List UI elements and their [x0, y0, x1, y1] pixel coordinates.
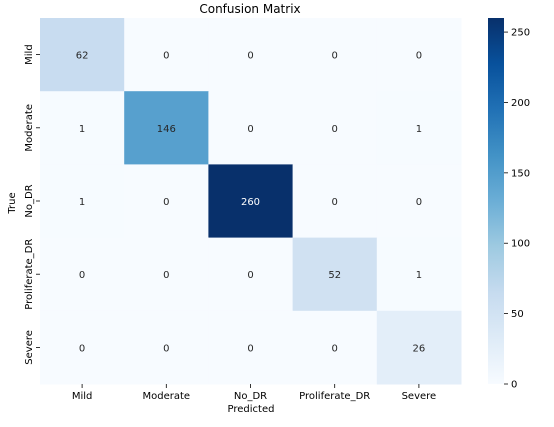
cell-value-r2-c2: 260 — [241, 197, 260, 208]
y-tick-label-3: Proliferate_DR — [24, 239, 35, 310]
colorbar-tick-label-4: 200 — [511, 98, 530, 109]
heatmap-cell-r3-c0 — [40, 237, 125, 312]
cell-value-r4-c3: 0 — [332, 343, 338, 354]
colorbar-tick-label-2: 100 — [511, 239, 530, 250]
heatmap-cell-r1-c3 — [292, 91, 378, 165]
heatmap-cell-r3-c2 — [208, 237, 294, 312]
heatmap-cell-r4-c4 — [376, 310, 462, 385]
heatmap-cell-r2-c2 — [208, 164, 294, 239]
heatmap-annotations: 62 0 0 0 0 1 146 0 0 1 1 0 260 0 0 0 0 0 52 1 0 0 0 0 26 — [76, 51, 426, 355]
y-tick-label-4: Severe — [24, 330, 35, 365]
heatmap-cell-r1-c2 — [208, 91, 294, 165]
cell-value-r2-c1: 0 — [163, 197, 169, 208]
cell-value-r4-c4: 26 — [413, 343, 426, 354]
y-tick-label-0: Mild — [24, 44, 35, 65]
cell-value-r3-c4: 1 — [416, 270, 422, 281]
cell-value-r0-c2: 0 — [247, 51, 253, 62]
heatmap-cell-r0-c2 — [208, 18, 294, 92]
heatmap-cell-r4-c3 — [292, 310, 378, 385]
cell-value-r1-c0: 1 — [79, 124, 85, 135]
heatmap-cell-r0-c0 — [40, 18, 125, 92]
heatmap-cell-r2-c1 — [124, 164, 209, 239]
colorbar — [488, 18, 504, 384]
colorbar-tick-label-3: 150 — [511, 168, 530, 179]
heatmap-cell-r3-c1 — [124, 237, 209, 312]
cell-value-r1-c4: 1 — [416, 124, 422, 135]
cell-value-r1-c2: 0 — [247, 124, 253, 135]
cell-value-r3-c0: 0 — [79, 270, 85, 281]
cell-value-r3-c2: 0 — [247, 270, 253, 281]
cell-value-r0-c0: 62 — [76, 51, 89, 62]
x-tick-label-0: Mild — [72, 391, 93, 402]
cell-value-r2-c4: 0 — [416, 197, 422, 208]
heatmap-cell-r0-c3 — [292, 18, 378, 92]
heatmap-cells — [40, 18, 462, 385]
x-tick-label-3: Proliferate_DR — [299, 391, 370, 402]
cell-value-r4-c0: 0 — [79, 343, 85, 354]
cell-value-r3-c3: 52 — [328, 270, 341, 281]
x-tick-label-1: Moderate — [143, 391, 191, 402]
x-axis-ticks: Mild Moderate No_DR Proliferate_DR Severe — [72, 384, 436, 402]
cell-value-r1-c3: 0 — [332, 124, 338, 135]
x-tick-label-2: No_DR — [234, 391, 267, 402]
heatmap-cell-r1-c4 — [376, 91, 462, 165]
colorbar-tick-label-0: 0 — [511, 380, 517, 391]
cell-value-r1-c1: 146 — [157, 124, 176, 135]
heatmap-cell-r2-c0 — [40, 164, 125, 239]
heatmap-cell-r0-c1 — [124, 18, 209, 92]
colorbar-ticks: 0 50 100 150 200 250 — [504, 28, 530, 391]
y-tick-label-2: No_DR — [24, 184, 35, 217]
heatmap-cell-r1-c1 — [124, 91, 209, 165]
cell-value-r2-c3: 0 — [332, 197, 338, 208]
colorbar-tick-label-5: 250 — [511, 28, 530, 39]
heatmap-cell-r4-c1 — [124, 310, 209, 385]
heatmap-cell-r4-c2 — [208, 310, 294, 385]
heatmap-cell-r2-c3 — [292, 164, 378, 239]
heatmap-cell-r3-c3 — [292, 237, 378, 312]
heatmap-cell-r1-c0 — [40, 91, 125, 165]
x-axis-label: Predicted — [228, 404, 275, 415]
cell-value-r2-c0: 1 — [79, 197, 85, 208]
heatmap-cell-r2-c4 — [376, 164, 462, 239]
y-axis-label: True — [7, 192, 18, 214]
cell-value-r0-c3: 0 — [332, 51, 338, 62]
cell-value-r3-c1: 0 — [163, 270, 169, 281]
y-axis-ticks: Mild Moderate No_DR Proliferate_DR Severe — [24, 44, 40, 365]
cell-value-r4-c2: 0 — [247, 343, 253, 354]
cell-value-r0-c1: 0 — [163, 51, 169, 62]
cell-value-r0-c4: 0 — [416, 51, 422, 62]
cell-value-r4-c1: 0 — [163, 343, 169, 354]
x-tick-label-4: Severe — [402, 391, 437, 402]
chart-title: Confusion Matrix — [199, 2, 300, 16]
colorbar-tick-label-1: 50 — [511, 309, 524, 320]
heatmap-cell-r4-c0 — [40, 310, 125, 385]
heatmap-cell-r3-c4 — [376, 237, 462, 312]
heatmap-cell-r0-c4 — [376, 18, 462, 92]
y-tick-label-1: Moderate — [24, 104, 35, 152]
